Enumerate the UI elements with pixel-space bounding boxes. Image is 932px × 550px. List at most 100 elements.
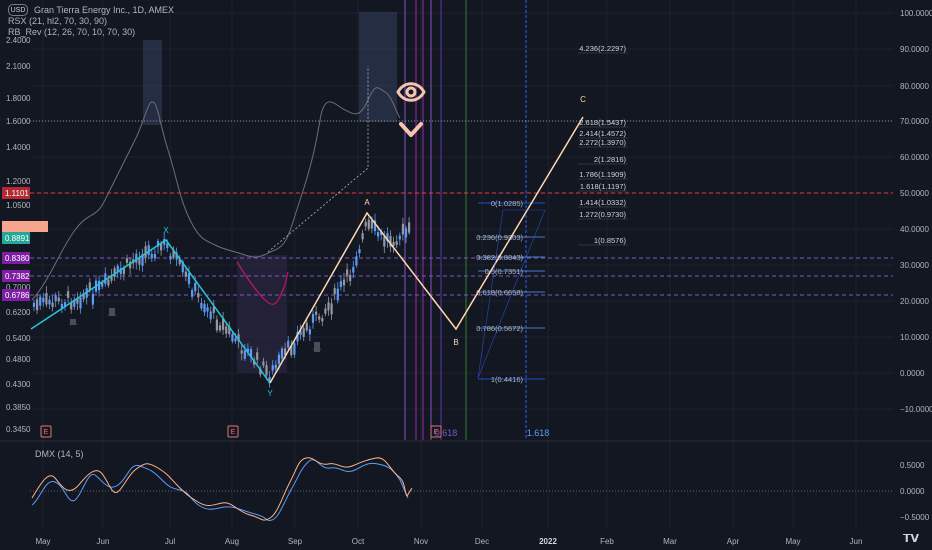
x-tick-label: Feb	[600, 537, 614, 546]
candle-body	[151, 254, 153, 257]
candle-body	[343, 280, 345, 286]
candle-body	[185, 272, 187, 277]
right-tick-label: 60.0000	[900, 153, 929, 162]
candle-body	[67, 291, 69, 298]
candle-body	[349, 275, 351, 281]
fib-ext-label: 1.414(1.0332)	[579, 198, 626, 207]
candle-body	[383, 237, 385, 247]
candle-body	[262, 361, 264, 365]
candle-body	[312, 314, 314, 323]
x-tick-label: Dec	[475, 537, 489, 546]
candle-body	[169, 256, 171, 260]
right-tick-label: 20.0000	[900, 297, 929, 306]
tradingview-logo[interactable]: 𝗧𝗩	[903, 532, 919, 545]
candle-body	[275, 365, 277, 369]
x-tick-label: Jun	[850, 537, 863, 546]
price-label: 0.8891	[2, 232, 30, 244]
candle-body	[324, 309, 326, 314]
price-label: 1.1101	[2, 187, 30, 199]
candle-body	[315, 312, 317, 315]
indicator-rsx[interactable]: RSX (21, hl2, 70, 30, 90)	[8, 16, 174, 27]
zigzag-label: B	[453, 338, 458, 347]
candle-body	[337, 289, 339, 301]
fib-ret-label: 1(0.4416)	[491, 375, 524, 384]
left-tick-label: 1.6000	[6, 117, 31, 126]
time-fib-label: 1.618	[527, 428, 550, 438]
dmx-tick-label: 0.5000	[900, 461, 925, 470]
right-tick-label: 0.0000	[900, 369, 925, 378]
candle-body	[272, 365, 274, 370]
left-tick-label: 1.2000	[6, 177, 31, 186]
candle-body	[231, 334, 233, 341]
candle-body	[55, 295, 57, 301]
x-tick-label: Apr	[727, 537, 740, 546]
left-tick-label: 0.5400	[6, 334, 31, 343]
price-label: 0.6786	[2, 289, 30, 301]
dmx-label: DMX (14, 5)	[35, 449, 84, 459]
left-tick-label: 0.4300	[6, 380, 31, 389]
right-tick-label: 90.0000	[900, 45, 929, 54]
x-tick-label: Nov	[414, 537, 428, 546]
x-tick-label: Sep	[288, 537, 303, 546]
price-label-text: 0.8380	[5, 254, 30, 263]
currency-badge: USD	[8, 4, 28, 16]
right-tick-label: −10.0000	[900, 405, 932, 414]
indicator-rb-rev[interactable]: RB_Rev (12, 26, 70, 10, 70, 30)	[8, 27, 174, 38]
candle-body	[399, 236, 401, 240]
symbol-row[interactable]: USD Gran Tierra Energy Inc., 1D, AMEX	[8, 4, 174, 16]
candle-body	[321, 318, 323, 321]
zigzag-label: Y	[267, 389, 273, 398]
candle-body	[197, 293, 199, 297]
candle-body	[358, 249, 360, 253]
fib-ext-label: 2(1.2816)	[594, 155, 627, 164]
left-tick-label: 0.6200	[6, 308, 31, 317]
earnings-letter: E	[44, 429, 49, 436]
candle-body	[191, 290, 193, 297]
left-tick-label: 1.0500	[6, 201, 31, 210]
candle-body	[45, 293, 47, 304]
candle-body	[39, 297, 41, 306]
candle-body	[256, 352, 258, 359]
candle-body	[52, 303, 54, 308]
dmx-tick-label: 0.0000	[900, 487, 925, 496]
candle-body	[303, 328, 305, 337]
candle-body	[200, 303, 202, 308]
candle-body	[309, 329, 311, 334]
left-tick-label: 1.8000	[6, 94, 31, 103]
fib-ext-label: 1.618(1.1197)	[580, 182, 627, 191]
price-label-text: 1.1101	[5, 189, 29, 198]
fib-ext-label: 1.272(0.9730)	[579, 210, 626, 219]
fib-ext-label: 1(0.8576)	[594, 236, 627, 245]
zigzag-label: C	[580, 95, 586, 104]
candle-body	[346, 269, 348, 275]
candle-body	[368, 220, 370, 229]
candle-body	[377, 232, 379, 236]
time-fib-label: 0.618	[435, 428, 458, 438]
candle-body	[393, 242, 395, 246]
fib-ext-label: 2.618(1.5437)	[579, 118, 626, 127]
candle-body	[194, 283, 196, 291]
candle-body	[408, 222, 410, 232]
candle-body	[287, 341, 289, 348]
fib-ret-label: 0.236(0.9303)	[476, 233, 523, 242]
candle-body	[362, 233, 364, 239]
dmx-legend[interactable]: DMX (14, 5)	[35, 449, 84, 459]
candle-body	[241, 350, 243, 353]
candle-body	[278, 355, 280, 364]
candle-body	[188, 273, 190, 284]
fib-ret-label: 0.618(0.6658)	[476, 288, 523, 297]
candle-body	[340, 281, 342, 287]
candle-body	[293, 343, 295, 354]
right-tick-label: 30.0000	[900, 261, 929, 270]
candle-body	[327, 302, 329, 310]
indicator-label: RSX (21, hl2, 70, 30, 90)	[8, 16, 107, 27]
price-label: 0.8380	[2, 252, 30, 264]
right-tick-label: 10.0000	[900, 333, 929, 342]
fib-ext-label: 2.272(1.3970)	[579, 138, 626, 147]
fib-ext-label: 2.414(1.4572)	[579, 129, 626, 138]
price-label-text: 0.8891	[5, 234, 30, 243]
price-label: 0.7382	[2, 270, 30, 282]
fib-ext-label: 4.236(2.2297)	[579, 44, 626, 53]
left-tick-label: 0.3850	[6, 403, 31, 412]
